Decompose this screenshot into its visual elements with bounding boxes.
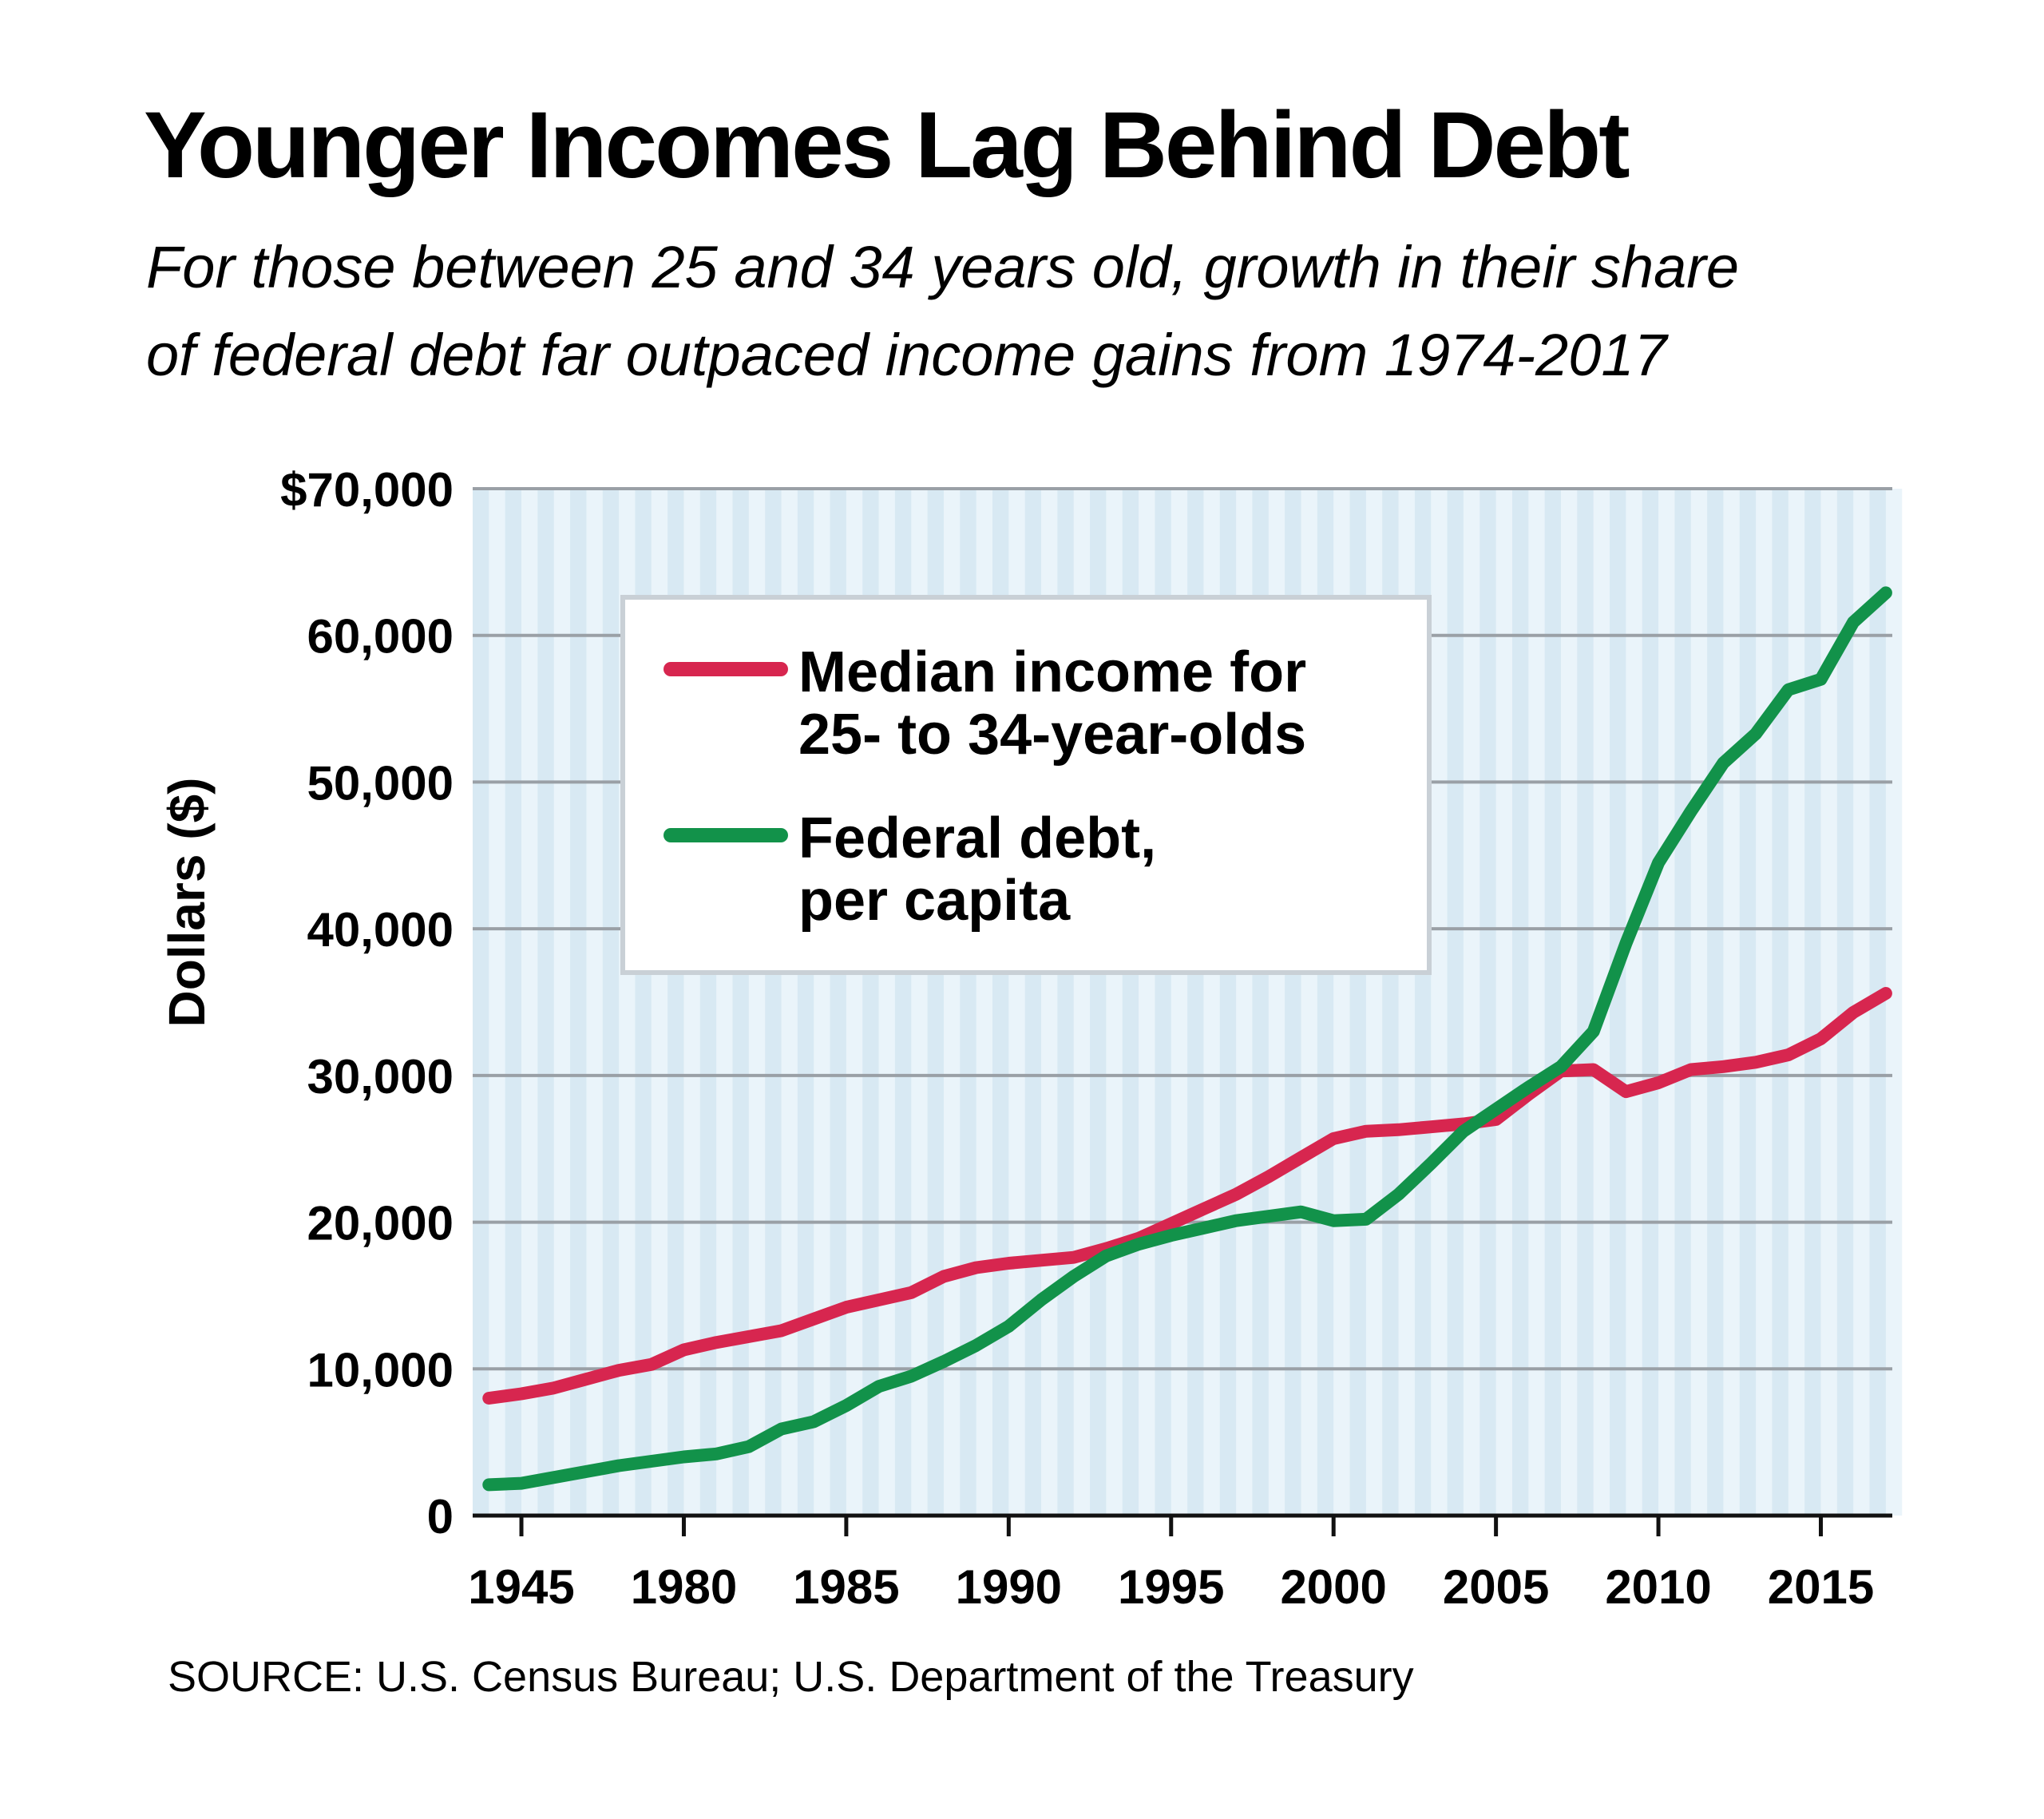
x-tick-label: 1980 — [631, 1560, 737, 1614]
series-line-income — [482, 987, 1892, 1405]
x-tick-label: 1985 — [793, 1560, 899, 1614]
plot-stripe — [1788, 489, 1805, 1516]
plot-stripe — [1495, 489, 1512, 1516]
plot-stripe — [553, 489, 571, 1516]
legend: Median income for 25- to 34-year-olds Fe… — [620, 595, 1432, 975]
y-tick-label: 40,000 — [307, 903, 454, 957]
plot-stripe — [1626, 489, 1642, 1516]
y-tick-label: 60,000 — [307, 610, 454, 664]
legend-label-debt-line-2: per capita — [798, 869, 1071, 933]
legend-label-income-line-1: Median income for — [798, 640, 1306, 704]
y-tick-label: 0 — [427, 1490, 454, 1544]
y-tick-label: 10,000 — [307, 1343, 454, 1397]
chart-subtitle-line-2: of federal debt far outpaced income gain… — [146, 322, 1670, 388]
y-tick-label: 20,000 — [307, 1197, 454, 1250]
plot-stripe — [1431, 489, 1448, 1516]
axes: 0 10,000 20,000 30,000 40,000 50,000 60,000 $70… — [280, 463, 1892, 1614]
plot-stripe — [521, 489, 538, 1516]
y-axis-label: Dollars ($) — [158, 778, 216, 1028]
series-line-debt — [482, 586, 1892, 1492]
y-tick-label: 30,000 — [307, 1050, 454, 1104]
legend-label-debt-line-1: Federal debt, — [798, 806, 1156, 870]
plot-stripe — [1690, 489, 1708, 1516]
plot-stripe — [1463, 489, 1480, 1516]
x-tick-label: 1995 — [1118, 1560, 1224, 1614]
x-tick-label: 2005 — [1443, 1560, 1549, 1614]
y-tick-label: 50,000 — [307, 756, 454, 810]
plot-stripe — [586, 489, 603, 1516]
x-tick-label: 1990 — [956, 1560, 1062, 1614]
plot-stripe — [1528, 489, 1545, 1516]
x-tick-label: 2015 — [1768, 1560, 1874, 1614]
plot-stripe — [1820, 489, 1837, 1516]
y-tick-label: $70,000 — [280, 463, 454, 517]
plot-stripe — [1756, 489, 1773, 1516]
plot-stripe — [489, 489, 505, 1516]
x-tick-label: 2010 — [1605, 1560, 1711, 1614]
chart-title: Younger Incomes Lag Behind Debt — [144, 93, 1629, 198]
legend-box — [620, 595, 1432, 975]
chart-subtitle-line-1: For those between 25 and 34 years old, g… — [146, 234, 1739, 300]
plot-stripe — [1560, 489, 1578, 1516]
plot-stripe — [1723, 489, 1740, 1516]
plot-stripe — [1658, 489, 1675, 1516]
x-tick-label: 2000 — [1280, 1560, 1386, 1614]
legend-label-income-line-2: 25- to 34-year-olds — [798, 703, 1306, 767]
series-lines — [482, 586, 1892, 1492]
source-note: SOURCE: U.S. Census Bureau; U.S. Departm… — [168, 1653, 1414, 1701]
plot-stripe — [1885, 489, 1903, 1516]
x-tick-label: 1945 — [468, 1560, 574, 1614]
